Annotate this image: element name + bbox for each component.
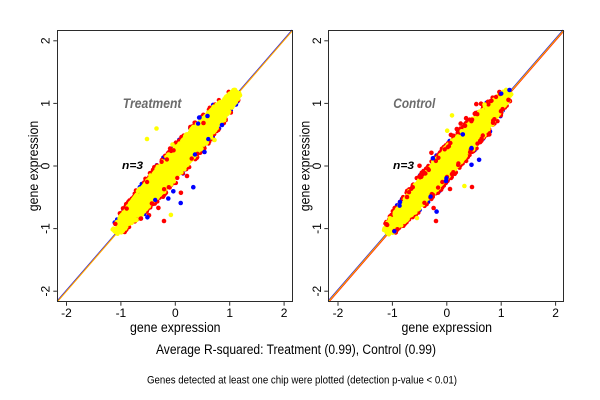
svg-text:gene expression: gene expression <box>298 121 313 212</box>
svg-text:1: 1 <box>39 100 53 107</box>
svg-text:1: 1 <box>498 306 505 320</box>
svg-text:n=3: n=3 <box>122 160 143 172</box>
svg-text:Control: Control <box>393 95 436 111</box>
svg-text:Average R-squared: Treatment (: Average R-squared: Treatment (0.99), Con… <box>156 342 436 357</box>
svg-text:2: 2 <box>552 306 559 320</box>
svg-text:-1: -1 <box>116 306 127 320</box>
svg-text:0: 0 <box>310 162 324 169</box>
svg-text:-2: -2 <box>39 286 53 297</box>
svg-text:gene expression: gene expression <box>402 320 493 335</box>
svg-text:2: 2 <box>39 37 53 44</box>
svg-text:0: 0 <box>443 306 450 320</box>
svg-text:n=3: n=3 <box>393 160 414 172</box>
svg-text:-2: -2 <box>333 306 344 320</box>
svg-text:Treatment: Treatment <box>123 95 183 111</box>
svg-text:2: 2 <box>281 306 288 320</box>
svg-text:-2: -2 <box>61 306 72 320</box>
svg-text:gene expression: gene expression <box>26 121 41 212</box>
svg-text:Genes detected at least one ch: Genes detected at least one chip were pl… <box>147 375 457 387</box>
svg-text:2: 2 <box>310 37 324 44</box>
svg-text:0: 0 <box>172 306 179 320</box>
svg-text:1: 1 <box>226 306 233 320</box>
svg-text:-1: -1 <box>39 223 53 234</box>
svg-text:-1: -1 <box>310 223 324 234</box>
svg-text:1: 1 <box>310 100 324 107</box>
svg-text:-1: -1 <box>387 306 398 320</box>
svg-text:gene expression: gene expression <box>130 320 221 335</box>
svg-text:0: 0 <box>39 162 53 169</box>
svg-text:-2: -2 <box>310 286 324 297</box>
